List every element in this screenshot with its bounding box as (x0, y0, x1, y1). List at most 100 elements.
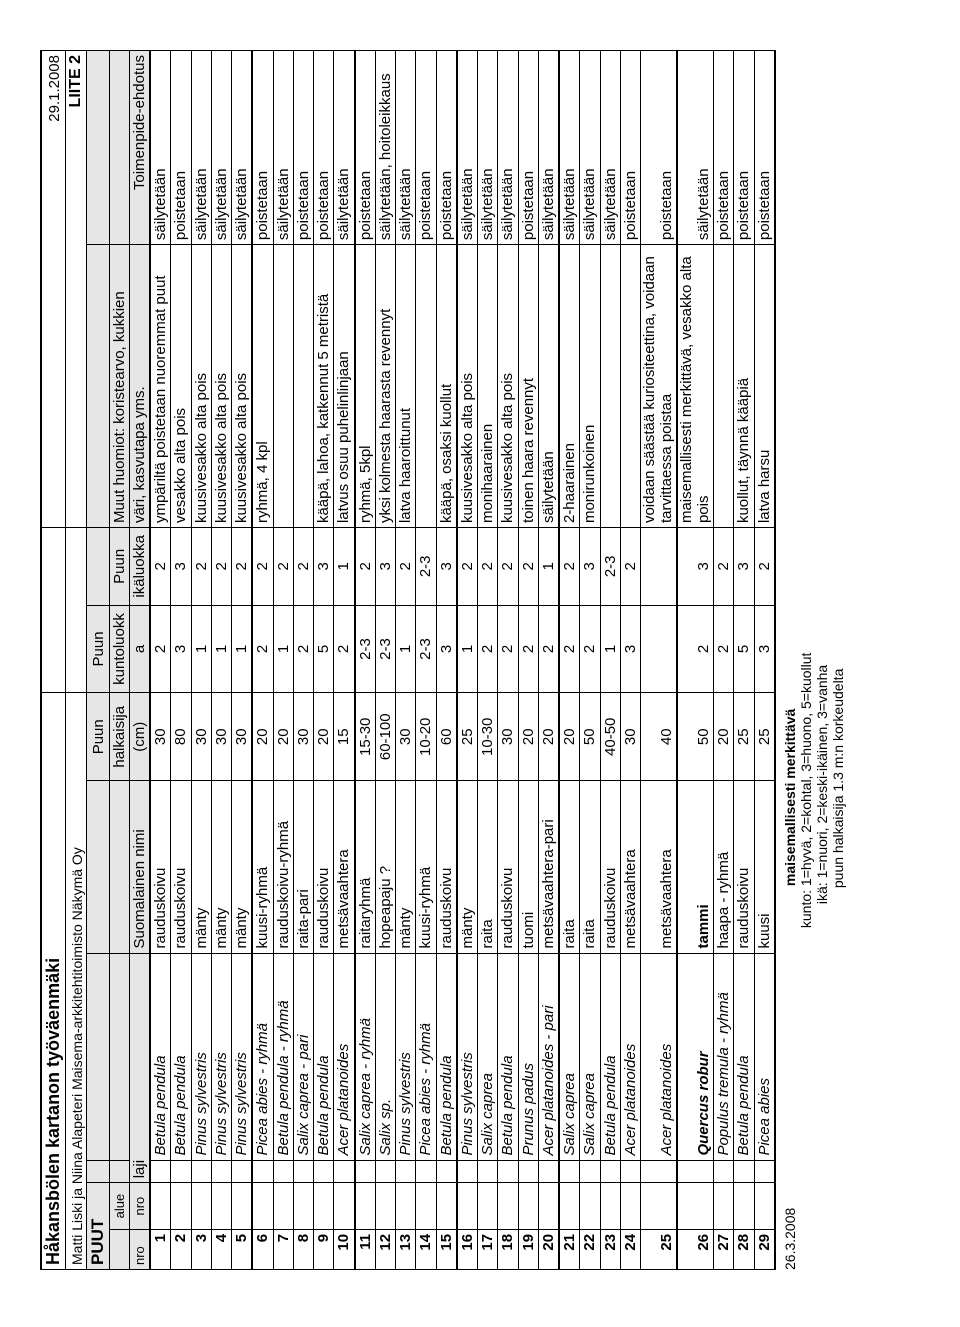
title-row: Håkansbölen kartanon työväenmäki 29.1.20… (41, 51, 65, 1270)
cell-diameter: 20 (314, 693, 334, 781)
cell-notes (620, 245, 640, 528)
table-row: 16Pinus sylvestrismänty2512kuusivesakko … (457, 51, 478, 1270)
cell-alue (734, 1183, 754, 1230)
cell-nro: 10 (334, 1229, 355, 1269)
cell-action: säilytetään (150, 51, 171, 245)
col-kunto-1: Puun (87, 605, 110, 693)
cell-age: 2 (620, 528, 640, 606)
col-ika-1: Puun (109, 528, 129, 606)
cell-age: 2 (559, 528, 580, 606)
cell-condition: 2 (498, 605, 518, 693)
cell-finnish: kuusi-ryhmä (416, 781, 436, 953)
subtitle-row: Matti Liski ja Niina Alapeteri Maisema-a… (65, 51, 86, 1270)
cell-laji: Betula pendula (600, 953, 620, 1160)
cell-nro: 12 (375, 1229, 395, 1269)
cell-diameter: 80 (171, 693, 191, 781)
cell-condition: 2-3 (416, 605, 436, 693)
cell-alue (600, 1183, 620, 1230)
cell-alue (518, 1183, 538, 1230)
cell-notes: latva haaroittunut (396, 245, 416, 528)
cell-condition: 1 (600, 605, 620, 693)
cell-finnish: haapa - ryhmä (714, 781, 734, 953)
cell-spacer (518, 1160, 538, 1183)
cell-alue (498, 1183, 518, 1230)
cell-laji: Picea abies - ryhmä (252, 953, 273, 1160)
cell-alue (416, 1183, 436, 1230)
cell-spacer (498, 1160, 518, 1183)
cell-diameter: 20 (538, 693, 559, 781)
cell-condition: 2 (714, 605, 734, 693)
cell-alue (293, 1183, 313, 1230)
cell-notes: ryhmä, 4 kpl (252, 245, 273, 528)
cell-alue (252, 1183, 273, 1230)
cell-spacer (171, 1160, 191, 1183)
table-row: 28Betula pendularauduskoivu2553kuollut, … (734, 51, 754, 1270)
cell-nro: 8 (293, 1229, 313, 1269)
cell-age: 2 (211, 528, 231, 606)
cell-laji: Quercus robur (677, 953, 714, 1160)
cell-age: 2 (232, 528, 253, 606)
cell-spacer (396, 1160, 416, 1183)
legend-halk: puun halkaisija 1.3 m:n korkeudelta (830, 669, 846, 888)
cell-nro: 4 (211, 1229, 231, 1269)
cell-action: säilytetään (211, 51, 231, 245)
cell-diameter: 50 (580, 693, 600, 781)
cell-diameter: 30 (211, 693, 231, 781)
cell-diameter: 20 (273, 693, 293, 781)
cell-laji: Picea abies (754, 953, 775, 1160)
cell-nro: 14 (416, 1229, 436, 1269)
liite-label: LIITE 2 (65, 51, 86, 528)
cell-nro: 20 (538, 1229, 559, 1269)
cell-age: 2 (396, 528, 416, 606)
cell-spacer (538, 1160, 559, 1183)
cell-notes (416, 245, 436, 528)
cell-condition: 5 (734, 605, 754, 693)
table-row: 26Quercus roburtammi5023maisemallisesti … (677, 51, 714, 1270)
col-kunto-3: a (129, 605, 150, 693)
cell-action: poistetaan (416, 51, 436, 245)
cell-nro: 22 (580, 1229, 600, 1269)
cell-action: säilytetään (396, 51, 416, 245)
cell-spacer (293, 1160, 313, 1183)
cell-action: säilytetään (600, 51, 620, 245)
cell-action: poistetaan (171, 51, 191, 245)
spacer (87, 781, 110, 953)
cell-age: 3 (171, 528, 191, 606)
cell-nro: 6 (252, 1229, 273, 1269)
table-row: 20 Acer platanoides - parimetsävaahtera-p… (538, 51, 559, 1270)
cell-condition: 1 (396, 605, 416, 693)
col-laji: laji (129, 953, 150, 1183)
col-halkaisija-2: halkaisija (109, 693, 129, 781)
col-alue-2: nro (129, 1183, 150, 1230)
cell-alue (559, 1183, 580, 1230)
cell-finnish: mänty (457, 781, 478, 953)
cell-nro: 27 (714, 1229, 734, 1269)
spacer (109, 953, 129, 1160)
cell-nro: 16 (457, 1229, 478, 1269)
table-body: 1Betula pendularauduskoivu3022ympäriltä … (150, 51, 775, 1270)
cell-condition: 2 (538, 605, 559, 693)
cell-condition: 2 (677, 605, 714, 693)
cell-finnish: hopeapaju ? (375, 781, 395, 953)
cell-spacer (600, 1160, 620, 1183)
col-alue-1: alue (109, 1183, 129, 1230)
col-halkaisija-1: Puun (87, 693, 110, 781)
cell-nro: 7 (273, 1229, 293, 1269)
cell-finnish: metsävaahtera-pari (538, 781, 559, 953)
cell-alue (641, 1183, 678, 1230)
cell-spacer (677, 1160, 714, 1183)
cell-action: säilytetään (580, 51, 600, 245)
table-row: 2Betula pendularauduskoivu8033vesakko al… (171, 51, 191, 1270)
cell-age: 2 (478, 528, 498, 606)
footer: 26.3.2008 maisemallisesti merkittävä kun… (782, 50, 846, 1270)
cell-laji: Acer platanoides - pari (538, 953, 559, 1160)
cell-finnish: mänty (191, 781, 211, 953)
cell-notes: ryhmä, 5kpl (355, 245, 376, 528)
cell-diameter: 60-100 (375, 693, 395, 781)
cell-spacer (232, 1160, 253, 1183)
cell-notes: kuollut, täynnä kääpiä (734, 245, 754, 528)
cell-laji: Salix caprea (559, 953, 580, 1160)
cell-laji: Betula pendula (150, 953, 171, 1160)
cell-spacer (150, 1160, 171, 1183)
cell-nro: 26 (677, 1229, 714, 1269)
